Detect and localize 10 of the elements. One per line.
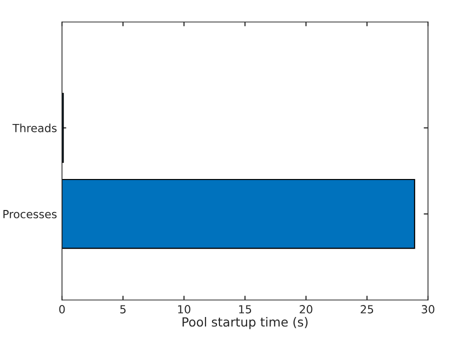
- x-tick-label: 25: [360, 305, 374, 314]
- x-tick-label: 5: [120, 305, 126, 314]
- x-tick-label: 10: [178, 305, 190, 314]
- x-tick-label: 30: [422, 305, 434, 314]
- x-tick-label: 20: [300, 305, 312, 314]
- x-tick-label: 15: [239, 305, 252, 314]
- x-tick-label: 0: [59, 305, 65, 314]
- y-tick-label: Threads: [12, 124, 57, 132]
- x-axis-title: Pool startup time (s): [182, 317, 308, 330]
- y-tick-label: Processes: [3, 210, 57, 218]
